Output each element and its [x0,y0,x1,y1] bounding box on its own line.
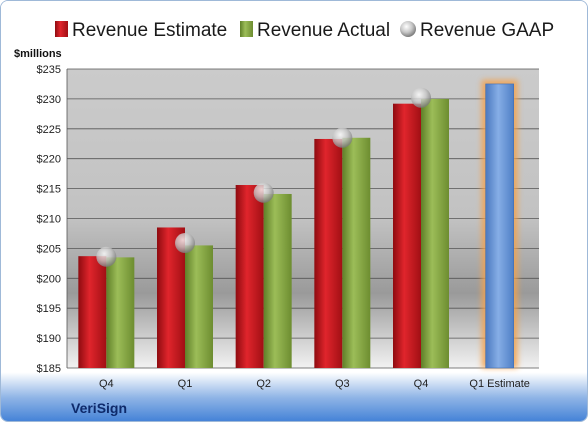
bar-forecast [485,83,514,369]
y-tick-label: $220 [37,154,61,166]
y-unit-label: $millions [14,48,62,60]
gaap-marker [175,233,195,254]
gridlines [66,68,539,369]
y-tick-label: $200 [37,273,61,285]
gaap-marker [96,246,117,267]
legend-label-actual: Revenue Actual [257,20,390,41]
x-tick-label: Q4 [414,378,429,390]
y-tick-label: $195 [37,303,61,315]
bar-actual [421,98,449,369]
y-tick-label: $215 [37,184,61,196]
x-tick-label: Q3 [335,378,350,390]
y-tick-label: $210 [37,214,61,226]
legend-label-gaap: Revenue GAAP [420,20,554,41]
x-tick-label: Q2 [256,378,271,390]
y-axis-ticks: $185 $190 $195 $200 $205 $210 $215 $220 $225 $230… [37,64,61,375]
bar-estimate [78,256,107,368]
bar-actual [185,245,213,368]
y-tick-label: $185 [37,363,61,375]
gaap-marker [411,87,431,108]
legend-label-estimate: Revenue Estimate [72,20,227,41]
y-tick-label: $205 [37,243,61,255]
x-tick-label: Q4 [99,378,114,390]
gaap-marker [332,127,353,148]
y-tick-label: $235 [37,64,61,76]
y-tick-label: $190 [37,333,61,345]
x-tick-label: Q1 [178,378,193,390]
legend-swatch-gaap [400,21,416,37]
legend-swatch-estimate [55,21,68,37]
bar-estimate [314,138,343,368]
legend: Revenue Estimate Revenue Actual Revenue … [55,20,554,41]
bar-actual [263,193,292,368]
bar-estimate [235,185,264,368]
x-tick-label: Q1 Estimate [469,378,530,390]
gaap-marker [253,182,274,203]
bar-estimate [393,103,421,369]
legend-swatch-actual [240,21,253,37]
bar-actual [342,137,371,368]
x-axis-ticks: Q4 Q1 Q2 Q3 Q4 Q1 Estimate [99,378,530,390]
bar-actual [106,257,135,368]
bars [78,79,518,369]
y-tick-label: $225 [37,124,61,136]
gaap-markers [96,87,431,267]
y-tick-label: $230 [37,94,61,106]
company-label: VeriSign [71,400,127,416]
